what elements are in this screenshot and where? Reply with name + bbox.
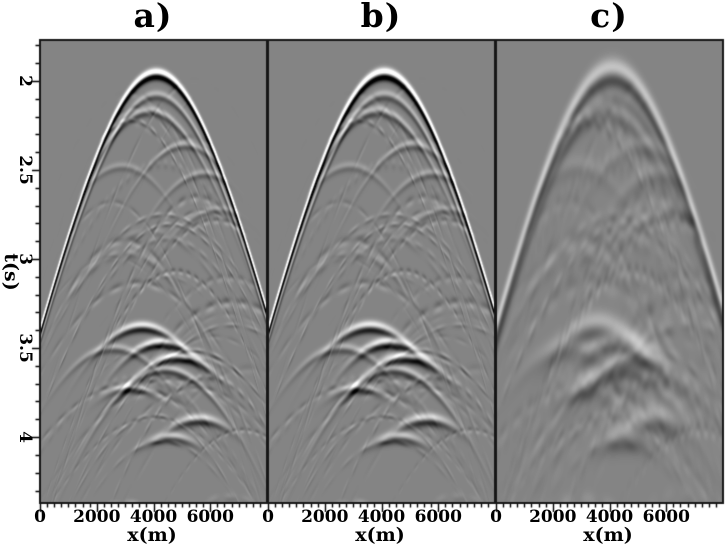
x-tick-label: 0 bbox=[262, 507, 274, 527]
y-tick-label: 4 bbox=[15, 431, 35, 444]
x-tick-label: 2000 bbox=[73, 507, 121, 527]
y-tick-label: 2 bbox=[15, 75, 35, 87]
panel-b-title: b) bbox=[360, 0, 402, 35]
x-tick-label: 2000 bbox=[301, 507, 349, 527]
x-tick-label: 0 bbox=[34, 507, 46, 527]
x-tick-label: 2000 bbox=[529, 507, 577, 527]
x-tick-label: 6000 bbox=[642, 507, 690, 527]
panel-c-title: c) bbox=[590, 0, 628, 35]
x-tick-label: 4000 bbox=[129, 507, 178, 527]
y-tick-label: 2.5 bbox=[15, 155, 35, 185]
x-axis-label-b: x(m) bbox=[355, 524, 405, 546]
x-tick-label: 4000 bbox=[585, 507, 634, 527]
x-tick-label: 6000 bbox=[414, 507, 462, 527]
y-tick-label: 3.5 bbox=[15, 333, 35, 363]
x-axis-label-c: x(m) bbox=[583, 524, 633, 546]
panel-a-title: a) bbox=[133, 0, 173, 35]
x-tick-label: 6000 bbox=[186, 507, 234, 527]
x-axis-label-a: x(m) bbox=[127, 524, 177, 546]
x-tick-label: 4000 bbox=[357, 507, 406, 527]
x-tick-label: 0 bbox=[490, 507, 502, 527]
y-tick-label: 3 bbox=[15, 253, 35, 265]
